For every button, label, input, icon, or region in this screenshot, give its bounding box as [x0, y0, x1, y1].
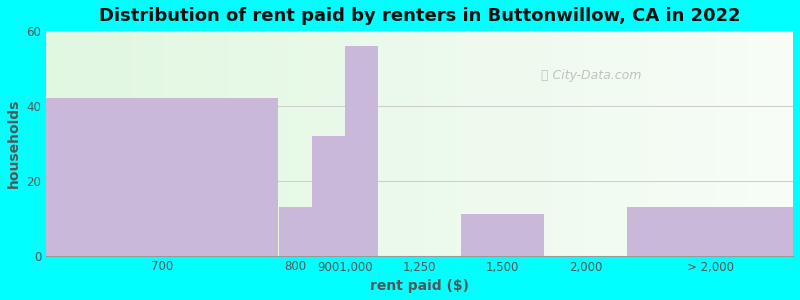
Bar	[345, 46, 378, 256]
X-axis label: rent paid ($): rent paid ($)	[370, 279, 469, 293]
Bar	[278, 207, 312, 256]
Bar	[312, 136, 345, 256]
Bar	[461, 214, 544, 256]
Bar	[627, 207, 793, 256]
Title: Distribution of rent paid by renters in Buttonwillow, CA in 2022: Distribution of rent paid by renters in …	[99, 7, 741, 25]
Text: Ⓣ City-Data.com: Ⓣ City-Data.com	[542, 69, 642, 82]
Y-axis label: households: households	[7, 98, 21, 188]
Bar	[46, 98, 278, 256]
